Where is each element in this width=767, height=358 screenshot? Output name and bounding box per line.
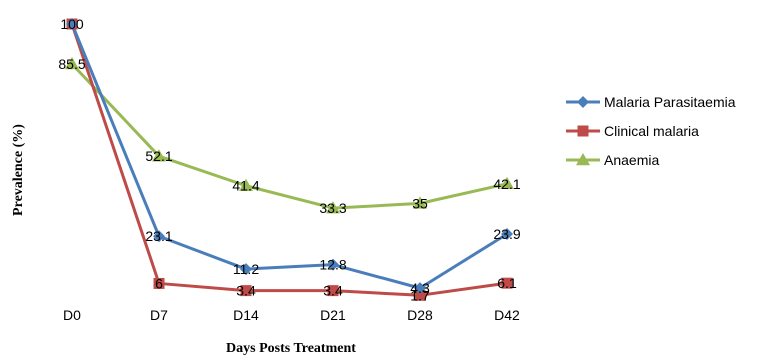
- x-tick-d0: D0: [63, 307, 81, 323]
- y-axis-title: Prevalence (%): [11, 124, 26, 216]
- legend-marker-malaria-parasitaemia: [577, 96, 589, 108]
- x-tick-d7: D7: [150, 307, 168, 323]
- data-point-malaria-parasitaemia-d42: [501, 228, 513, 241]
- legend: Malaria Parasitaemia Clinical malaria Anae…: [566, 94, 736, 168]
- data-point-malaria-parasitaemia-d7: [153, 230, 165, 243]
- data-point-clinical-malaria-d14: [240, 285, 252, 297]
- series-line-malaria-parasitaemia: [70, 23, 508, 290]
- legend-label-malaria-parasitaemia: Malaria Parasitaemia: [604, 94, 736, 110]
- data-label-anaemia-d14: 41.4: [232, 178, 259, 194]
- x-axis-title: Days Posts Treatment: [226, 341, 356, 356]
- series-markers: [65, 18, 514, 301]
- data-point-anaemia-d42: [500, 176, 514, 190]
- data-point-clinical-malaria-d28: [414, 289, 426, 301]
- data-label-clinical-malaria-d0: 100: [60, 16, 84, 32]
- data-point-clinical-malaria-d7: [153, 277, 165, 289]
- data-label-malaria-parasitaemia-d21: 12.8: [319, 257, 346, 273]
- data-point-malaria-parasitaemia-d14: [240, 263, 252, 276]
- data-point-anaemia-d14: [239, 178, 253, 191]
- legend-label-anaemia: Anaemia: [604, 152, 659, 168]
- data-label-malaria-parasitaemia-d14: 11.2: [233, 261, 259, 277]
- data-label-clinical-malaria-d7: 6: [155, 275, 163, 291]
- data-point-malaria-parasitaemia-d0: [66, 18, 78, 30]
- data-label-clinical-malaria-d14: 3.4: [236, 283, 256, 299]
- data-label-malaria-parasitaemia-d42: 23.9: [493, 226, 520, 242]
- data-point-clinical-malaria-d42: [501, 277, 513, 289]
- data-label-malaria-parasitaemia-d7: 23.1: [145, 228, 172, 244]
- x-tick-d28: D28: [407, 307, 433, 323]
- x-tick-d14: D14: [233, 307, 259, 323]
- data-point-anaemia-d7: [152, 149, 166, 162]
- x-tick-labels: D0 D7 D14 D21 D28 D42: [63, 307, 520, 323]
- data-point-clinical-malaria-d21: [327, 285, 339, 297]
- data-label-malaria-parasitaemia-d28: 4.3: [410, 280, 430, 296]
- data-point-anaemia-d0: [65, 57, 79, 70]
- x-tick-d21: D21: [320, 307, 346, 323]
- data-point-malaria-parasitaemia-d21: [327, 258, 339, 271]
- data-labels: 23.1 11.2 12.8 4.3 23.9 100 6 3.4 3.4 1.7 6.1 85.5 5…: [58, 16, 520, 303]
- legend-marker-anaemia: [576, 153, 590, 166]
- data-label-anaemia-d42: 42.1: [493, 176, 520, 192]
- series-line-clinical-malaria: [70, 23, 508, 297]
- data-point-anaemia-d21: [326, 201, 340, 214]
- series-line-anaemia: [70, 62, 508, 210]
- data-label-anaemia-d0: 85.5: [58, 56, 85, 72]
- data-label-anaemia-d21: 33.3: [319, 200, 346, 216]
- legend-label-clinical-malaria: Clinical malaria: [604, 123, 699, 139]
- data-label-clinical-malaria-d42: 6.1: [497, 275, 517, 291]
- series-lines: [70, 23, 508, 297]
- data-label-anaemia-d7: 52.1: [145, 148, 172, 164]
- data-point-malaria-parasitaemia-d28: [414, 282, 426, 295]
- data-point-anaemia-d28: [413, 196, 427, 209]
- data-label-clinical-malaria-d28: 1.7: [410, 287, 430, 303]
- legend-marker-clinical-malaria: [577, 125, 589, 137]
- x-tick-d42: D42: [494, 307, 520, 323]
- data-label-clinical-malaria-d21: 3.4: [323, 283, 343, 299]
- data-label-anaemia-d28: 35: [412, 195, 428, 211]
